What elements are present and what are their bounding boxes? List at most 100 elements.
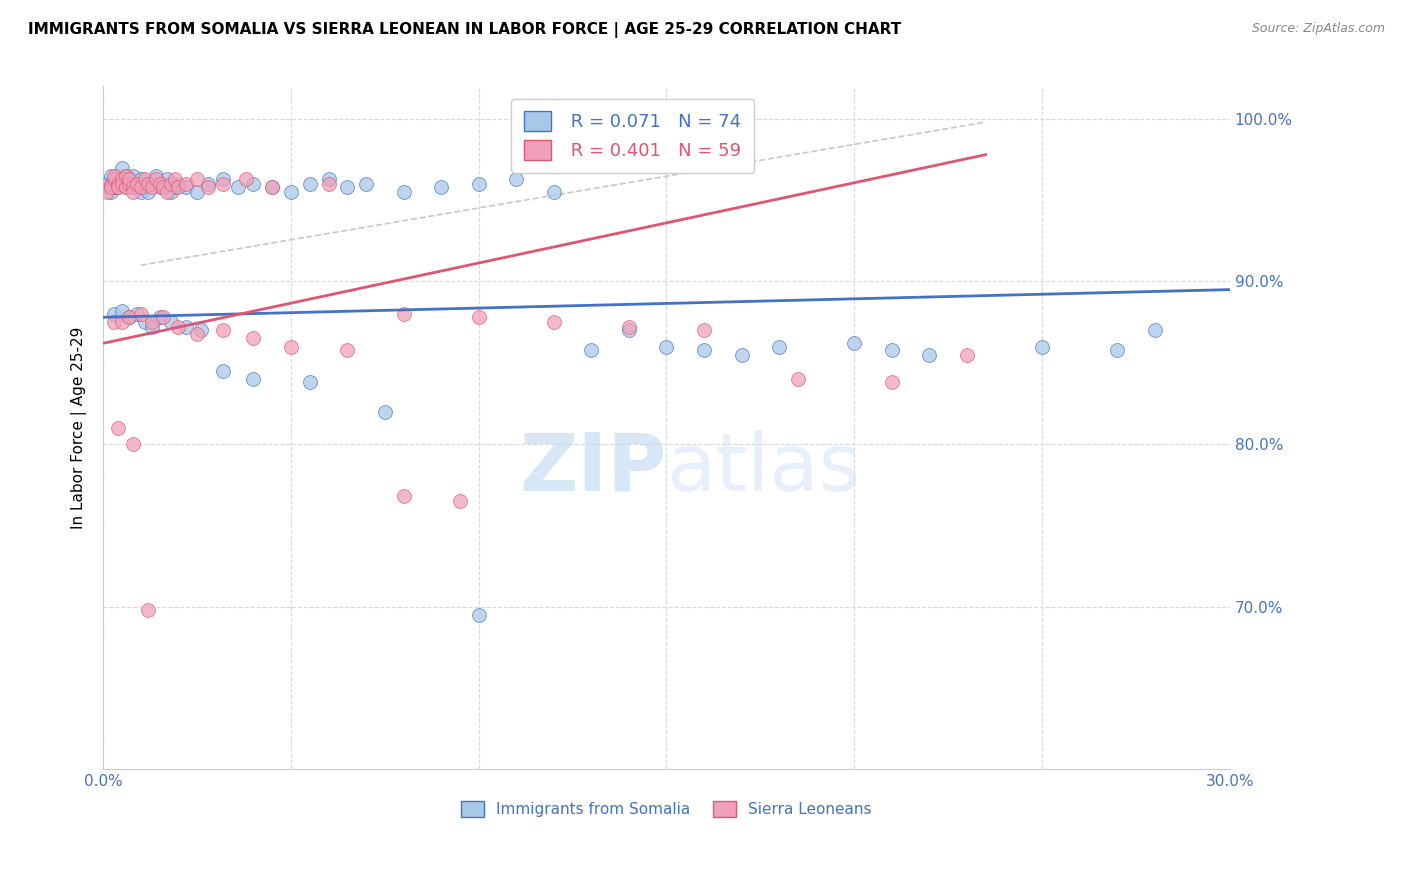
Point [118,310,141,325]
Point [174,320,197,334]
Point [122,437,145,451]
Point [212,364,235,378]
Text: ZIP: ZIP [519,430,666,508]
Point [242,331,264,345]
Point [114,169,136,183]
Point [242,177,264,191]
Point [118,172,141,186]
Point [163,172,186,186]
Point [125,177,148,191]
Point [148,177,170,191]
Point [543,315,565,329]
Point [129,185,152,199]
Point [125,177,148,191]
Point [148,310,170,325]
Point [134,172,156,186]
Point [392,185,415,199]
Point [118,172,141,186]
Point [167,320,190,334]
Point [186,172,208,186]
Point [152,177,174,191]
Point [114,180,136,194]
Point [449,494,471,508]
Point [844,336,866,351]
Point [280,339,302,353]
Point [103,177,125,191]
Point [156,172,179,186]
Point [159,315,181,329]
Point [392,489,415,503]
Point [103,172,125,186]
Point [122,180,145,194]
Point [167,177,190,191]
Point [96,185,118,199]
Point [152,310,174,325]
Point [111,177,134,191]
Point [111,172,134,186]
Point [134,180,156,194]
Point [262,180,284,194]
Point [467,177,489,191]
Point [693,343,716,357]
Point [122,185,145,199]
Point [228,180,250,194]
Point [212,172,235,186]
Point [918,348,941,362]
Point [103,307,125,321]
Point [617,323,640,337]
Point [336,343,359,357]
Point [129,307,152,321]
Point [163,180,186,194]
Point [167,180,190,194]
Point [111,161,134,175]
Point [374,404,396,418]
Point [145,172,167,186]
Point [100,180,122,194]
Point [141,315,163,329]
Point [141,177,163,191]
Point [212,323,235,337]
Point [242,372,264,386]
Point [111,315,134,329]
Point [318,177,340,191]
Point [136,177,159,191]
Point [111,172,134,186]
Point [152,180,174,194]
Point [318,172,340,186]
Point [107,421,129,435]
Point [543,185,565,199]
Point [129,180,152,194]
Point [186,185,208,199]
Point [125,307,148,321]
Point [103,315,125,329]
Point [174,177,197,191]
Point [134,177,156,191]
Point [354,177,377,191]
Point [392,307,415,321]
Text: atlas: atlas [666,430,860,508]
Point [581,343,603,357]
Point [145,169,167,183]
Point [280,185,302,199]
Point [655,339,678,353]
Point [190,323,212,337]
Point [141,180,163,194]
Point [786,372,808,386]
Point [141,320,163,334]
Point [134,315,156,329]
Point [122,169,145,183]
Point [118,310,141,325]
Point [136,603,159,617]
Point [467,607,489,622]
Point [617,320,640,334]
Point [122,180,145,194]
Point [1107,343,1129,357]
Point [107,180,129,194]
Point [430,180,453,194]
Point [768,339,790,353]
Point [197,180,219,194]
Point [114,169,136,183]
Point [505,172,527,186]
Legend: Immigrants from Somalia, Sierra Leoneans: Immigrants from Somalia, Sierra Leoneans [456,795,879,823]
Point [136,185,159,199]
